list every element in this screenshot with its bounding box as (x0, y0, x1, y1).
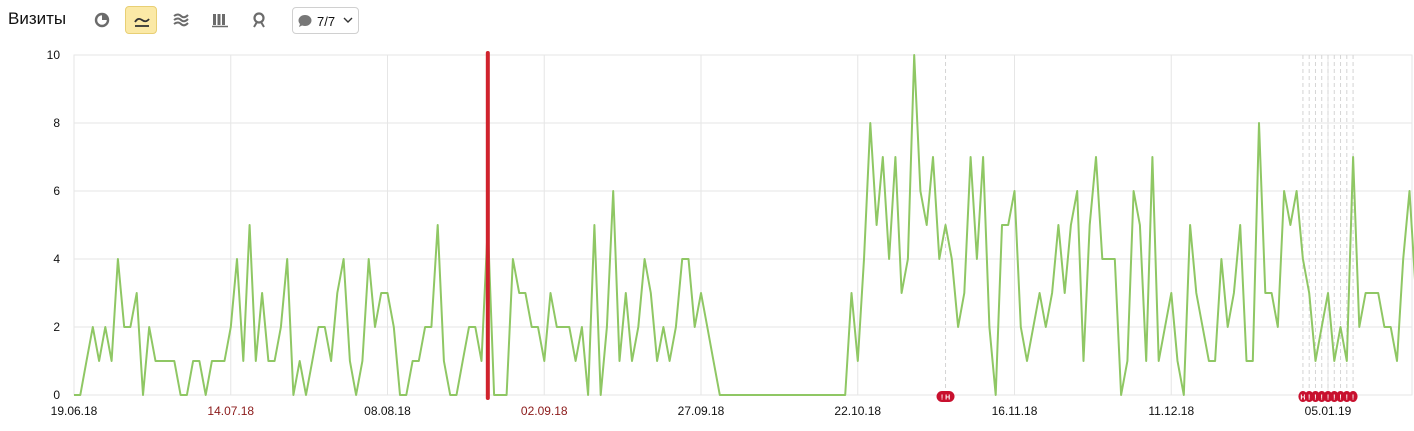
visits-series-line (74, 54, 1414, 396)
chart-grid (73, 54, 1413, 396)
chart-title: Визиты (8, 9, 67, 28)
holiday-marker[interactable]: ! (1317, 391, 1327, 402)
holiday-marker-label: ! (1333, 395, 1335, 402)
chart-series (73, 54, 1414, 396)
y-axis-ticks: 0 2 4 6 8 10 (47, 48, 61, 402)
holiday-marker-badge (1304, 391, 1314, 402)
bar-chart-icon (212, 14, 228, 28)
x-tick-label: 14.07.18 (207, 404, 254, 418)
pie-chart-button[interactable] (86, 6, 118, 34)
holiday-marker-badge (1298, 391, 1308, 402)
holiday-marker[interactable]: ! H (936, 391, 955, 402)
holiday-marker-badge (1310, 391, 1320, 402)
holiday-marker-badge (936, 391, 955, 402)
holiday-marker-badge (1317, 391, 1327, 402)
holiday-marker-badge (1329, 391, 1339, 402)
holiday-markers[interactable]: ! H H!!!!!!!! (936, 391, 1358, 402)
x-axis-ticks: 19.06.18 14.07.18 08.08.18 02.09.18 27.09.18… (51, 404, 1352, 418)
x-tick-label: 22.10.18 (834, 404, 881, 418)
y-tick-label: 2 (53, 320, 60, 334)
x-tick-label: 08.08.18 (364, 404, 411, 418)
holiday-marker-label: ! (1314, 395, 1316, 402)
holiday-marker-label: ! (1352, 395, 1354, 402)
x-tick-label: 27.09.18 (678, 404, 725, 418)
holiday-marker-badge (1342, 391, 1352, 402)
holiday-marker[interactable]: ! (1329, 391, 1339, 402)
y-tick-label: 4 (53, 252, 60, 266)
holiday-marker-label: H (1300, 395, 1305, 402)
x-tick-label: 16.11.18 (992, 404, 1038, 418)
holiday-marker-label: ! (1321, 395, 1323, 402)
y-tick-label: 8 (53, 116, 60, 130)
pie-chart-icon (94, 12, 110, 28)
holiday-marker-label: ! (1346, 395, 1348, 402)
comment-bubble-icon (298, 15, 312, 27)
y-tick-label: 0 (53, 388, 60, 402)
holiday-marker-label: ! H (941, 395, 950, 402)
holiday-marker-label: ! (1308, 395, 1310, 402)
annotations-count: 7/7 (317, 14, 336, 29)
plot-border (73, 54, 1413, 396)
area-chart-icon (173, 13, 189, 27)
bar-chart-button[interactable] (204, 6, 236, 34)
y-tick-label: 10 (47, 48, 61, 62)
holiday-marker[interactable]: ! (1304, 391, 1314, 402)
map-button[interactable] (243, 6, 275, 34)
y-tick-label: 6 (53, 184, 60, 198)
holiday-marker[interactable]: ! (1336, 391, 1346, 402)
x-tick-label: 02.09.18 (521, 404, 568, 418)
x-tick-label: 19.06.18 (51, 404, 98, 418)
x-tick-label: 11.12.18 (1148, 404, 1194, 418)
area-chart-button[interactable] (165, 6, 197, 34)
holiday-marker[interactable]: ! (1342, 391, 1352, 402)
holiday-marker-badge (1336, 391, 1346, 402)
holiday-marker-badge (1348, 391, 1358, 402)
holiday-marker-label: ! (1339, 395, 1341, 402)
x-tick-label: 05.01.19 (1305, 404, 1352, 418)
visits-line-chart[interactable]: ! H H!!!!!!!! 0 2 4 6 8 10 19.06.18 14.07.18 08.… (0, 44, 1414, 431)
holiday-marker[interactable]: H (1298, 391, 1308, 402)
holiday-marker-badge (1323, 391, 1333, 402)
holiday-marker[interactable]: ! (1348, 391, 1358, 402)
map-pin-icon (253, 12, 265, 28)
chevron-down-icon (343, 17, 353, 23)
line-chart-icon (134, 17, 150, 27)
holiday-marker-label: ! (1327, 395, 1329, 402)
holiday-marker[interactable]: ! (1323, 391, 1333, 402)
chart-toolbar: Визиты (0, 0, 1414, 44)
annotations-select[interactable]: 7/7 (292, 7, 359, 34)
line-chart-button[interactable] (125, 6, 157, 34)
holiday-marker[interactable]: ! (1310, 391, 1320, 402)
